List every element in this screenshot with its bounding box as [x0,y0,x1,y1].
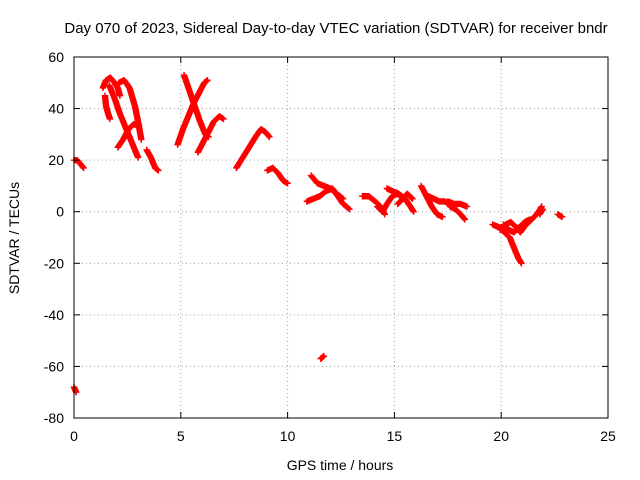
data-point-track [554,211,566,221]
axis-ticks: 0 5 10 15 20 25 -80 -60 -40 -20 0 20 40 60 [44,49,616,444]
y-axis-label: SDTVAR / TECUs [6,182,22,294]
y-tick-label: -20 [44,255,64,271]
plot-border [73,56,609,419]
data-point-track [394,190,416,208]
data-point-track [143,146,162,174]
x-tick-label: 10 [280,428,296,444]
chart-title: Day 070 of 2023, Sidereal Day-to-day VTE… [64,20,607,37]
data-point-track [536,205,547,218]
grid-lines [74,57,608,418]
data-point-track [99,74,124,99]
y-tick-label: -60 [44,358,64,374]
data-point-track [101,92,114,123]
data-point-track [70,383,80,396]
x-tick-label: 15 [387,428,403,444]
data-point-track [317,352,328,362]
y-tick-label: -80 [44,410,64,426]
data-point-track [194,113,227,156]
data-point-track [303,185,353,213]
x-tick-label: 5 [177,428,185,444]
data-point-track [114,120,143,151]
y-tick-label: 0 [56,204,64,220]
y-tick-label: 60 [48,49,64,65]
data-point-track [264,164,291,187]
x-tick-label: 0 [70,428,78,444]
y-tick-label: 20 [48,152,64,168]
y-tick-label: 40 [48,101,64,117]
y-tick-label: -40 [44,307,64,323]
data-point-track [520,203,545,231]
x-axis-label: GPS time / hours [287,457,394,473]
data-point-track [446,203,469,223]
data-point-track [180,71,212,141]
x-tick-label: 25 [600,428,616,444]
data-point-track [70,156,87,172]
data-point-track [444,198,471,210]
x-tick-label: 20 [493,428,509,444]
data-point-track [233,126,273,172]
data-points [70,71,566,396]
